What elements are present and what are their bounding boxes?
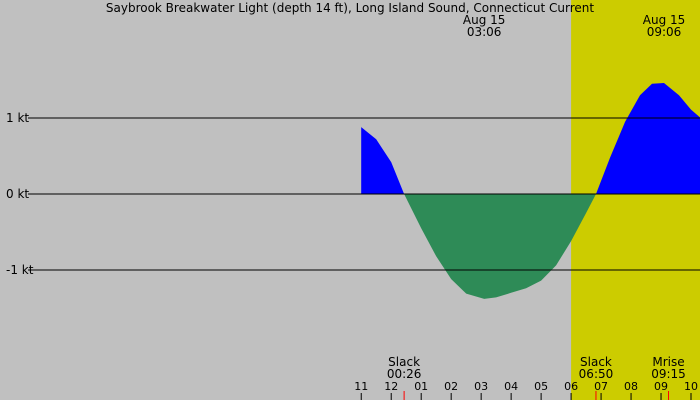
extreme-time-label: 09:06 — [647, 25, 682, 39]
hour-tick-label: 12 — [384, 380, 398, 393]
hour-tick-label: 09 — [654, 380, 668, 393]
y-tick-label: -1 kt — [6, 263, 34, 277]
event-time-label: 06:50 — [579, 367, 614, 381]
hour-tick-label: 06 — [564, 380, 578, 393]
extreme-date-label: Aug 15 — [463, 13, 506, 27]
hour-tick-label: 04 — [504, 380, 518, 393]
event-time-label: 09:15 — [651, 367, 686, 381]
y-tick-label: 1 kt — [6, 111, 29, 125]
hour-tick-label: 10 — [684, 380, 698, 393]
extreme-date-label: Aug 15 — [643, 13, 686, 27]
event-type-label: Mrise — [652, 355, 684, 369]
hour-tick-label: 01 — [414, 380, 428, 393]
flood-current-area — [361, 83, 700, 194]
hour-tick-label: 11 — [354, 380, 368, 393]
chart-title: Saybrook Breakwater Light (depth 14 ft),… — [106, 1, 595, 15]
event-time-label: 00:26 — [387, 367, 422, 381]
hour-tick-label: 05 — [534, 380, 548, 393]
extreme-time-label: 03:06 — [467, 25, 502, 39]
hour-tick-label: 08 — [624, 380, 638, 393]
hour-tick-label: 03 — [474, 380, 488, 393]
hour-tick-label: 07 — [594, 380, 608, 393]
event-type-label: Slack — [388, 355, 420, 369]
ebb-current-area — [361, 194, 700, 299]
event-type-label: Slack — [580, 355, 612, 369]
y-tick-label: 0 kt — [6, 187, 29, 201]
hour-tick-label: 02 — [444, 380, 458, 393]
